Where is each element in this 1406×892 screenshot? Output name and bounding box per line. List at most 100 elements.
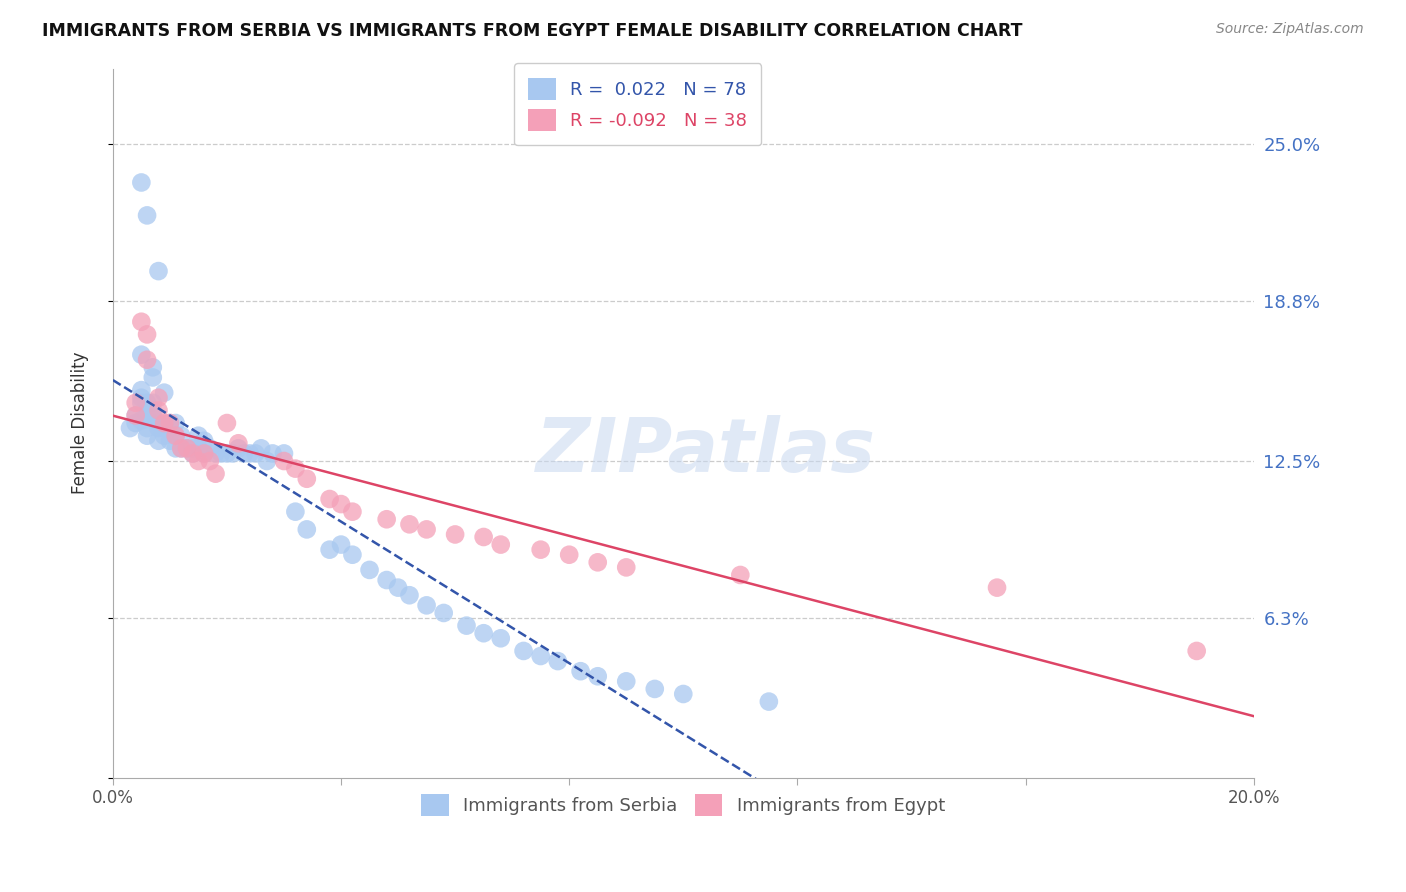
Point [330,497,353,511]
Point [142,409,165,423]
Legend: Immigrants from Serbia, Immigrants from Egypt: Immigrants from Serbia, Immigrants from … [412,785,955,825]
Point [415,599,437,613]
Point [176,442,198,456]
Point [170,442,193,456]
Point [148,403,170,417]
Point [131,315,153,329]
Point [159,416,181,430]
Point [387,581,409,595]
Point [986,581,1008,595]
Point [136,352,159,367]
Point [250,442,273,456]
Point [215,416,238,430]
Point [148,264,170,278]
Point [159,421,181,435]
Point [187,442,209,456]
Point [170,442,193,456]
Point [215,446,238,460]
Point [142,403,165,417]
Point [131,176,153,190]
Point [124,409,146,423]
Point [359,563,381,577]
Point [512,644,534,658]
Point [273,446,295,460]
Point [136,409,159,423]
Point [136,421,159,435]
Point [204,467,226,481]
Point [284,461,307,475]
Point [193,446,215,460]
Point [644,681,666,696]
Point [148,421,170,435]
Point [159,416,181,430]
Text: ZIPatlas: ZIPatlas [536,415,876,488]
Point [415,522,437,536]
Point [142,370,165,384]
Point [148,434,170,448]
Point [730,568,752,582]
Point [136,208,159,222]
Point [672,687,695,701]
Point [148,391,170,405]
Point [569,664,592,678]
Point [131,413,153,427]
Point [204,446,226,460]
Point [124,396,146,410]
Point [131,348,153,362]
Point [153,416,176,430]
Text: Source: ZipAtlas.com: Source: ZipAtlas.com [1216,22,1364,37]
Point [273,454,295,468]
Point [433,606,456,620]
Point [159,434,181,448]
Point [187,454,209,468]
Point [758,695,780,709]
Point [124,416,146,430]
Point [193,434,215,448]
Point [153,421,176,435]
Point [558,548,581,562]
Point [318,542,340,557]
Point [233,446,256,460]
Point [142,360,165,375]
Y-axis label: Female Disability: Female Disability [72,351,89,494]
Point [136,327,159,342]
Point [193,446,215,460]
Point [209,446,232,460]
Point [330,538,353,552]
Point [547,654,569,668]
Text: IMMIGRANTS FROM SERBIA VS IMMIGRANTS FROM EGYPT FEMALE DISABILITY CORRELATION CH: IMMIGRANTS FROM SERBIA VS IMMIGRANTS FRO… [42,22,1022,40]
Point [136,396,159,410]
Point [165,442,187,456]
Point [198,442,221,456]
Point [181,446,204,460]
Point [614,560,637,574]
Point [375,573,398,587]
Point [131,391,153,405]
Point [398,517,420,532]
Point [198,454,221,468]
Point [444,527,467,541]
Point [295,472,318,486]
Point [181,446,204,460]
Point [342,505,364,519]
Point [165,428,187,442]
Point [262,446,284,460]
Point [530,648,553,663]
Point [165,428,187,442]
Point [142,396,165,410]
Point [284,505,307,519]
Point [342,548,364,562]
Point [489,632,512,646]
Point [256,454,278,468]
Point [456,618,478,632]
Point [489,538,512,552]
Point [176,442,198,456]
Point [375,512,398,526]
Point [153,385,176,400]
Point [131,396,153,410]
Point [136,428,159,442]
Point [472,530,495,544]
Point [318,491,340,506]
Point [295,522,318,536]
Point [124,409,146,423]
